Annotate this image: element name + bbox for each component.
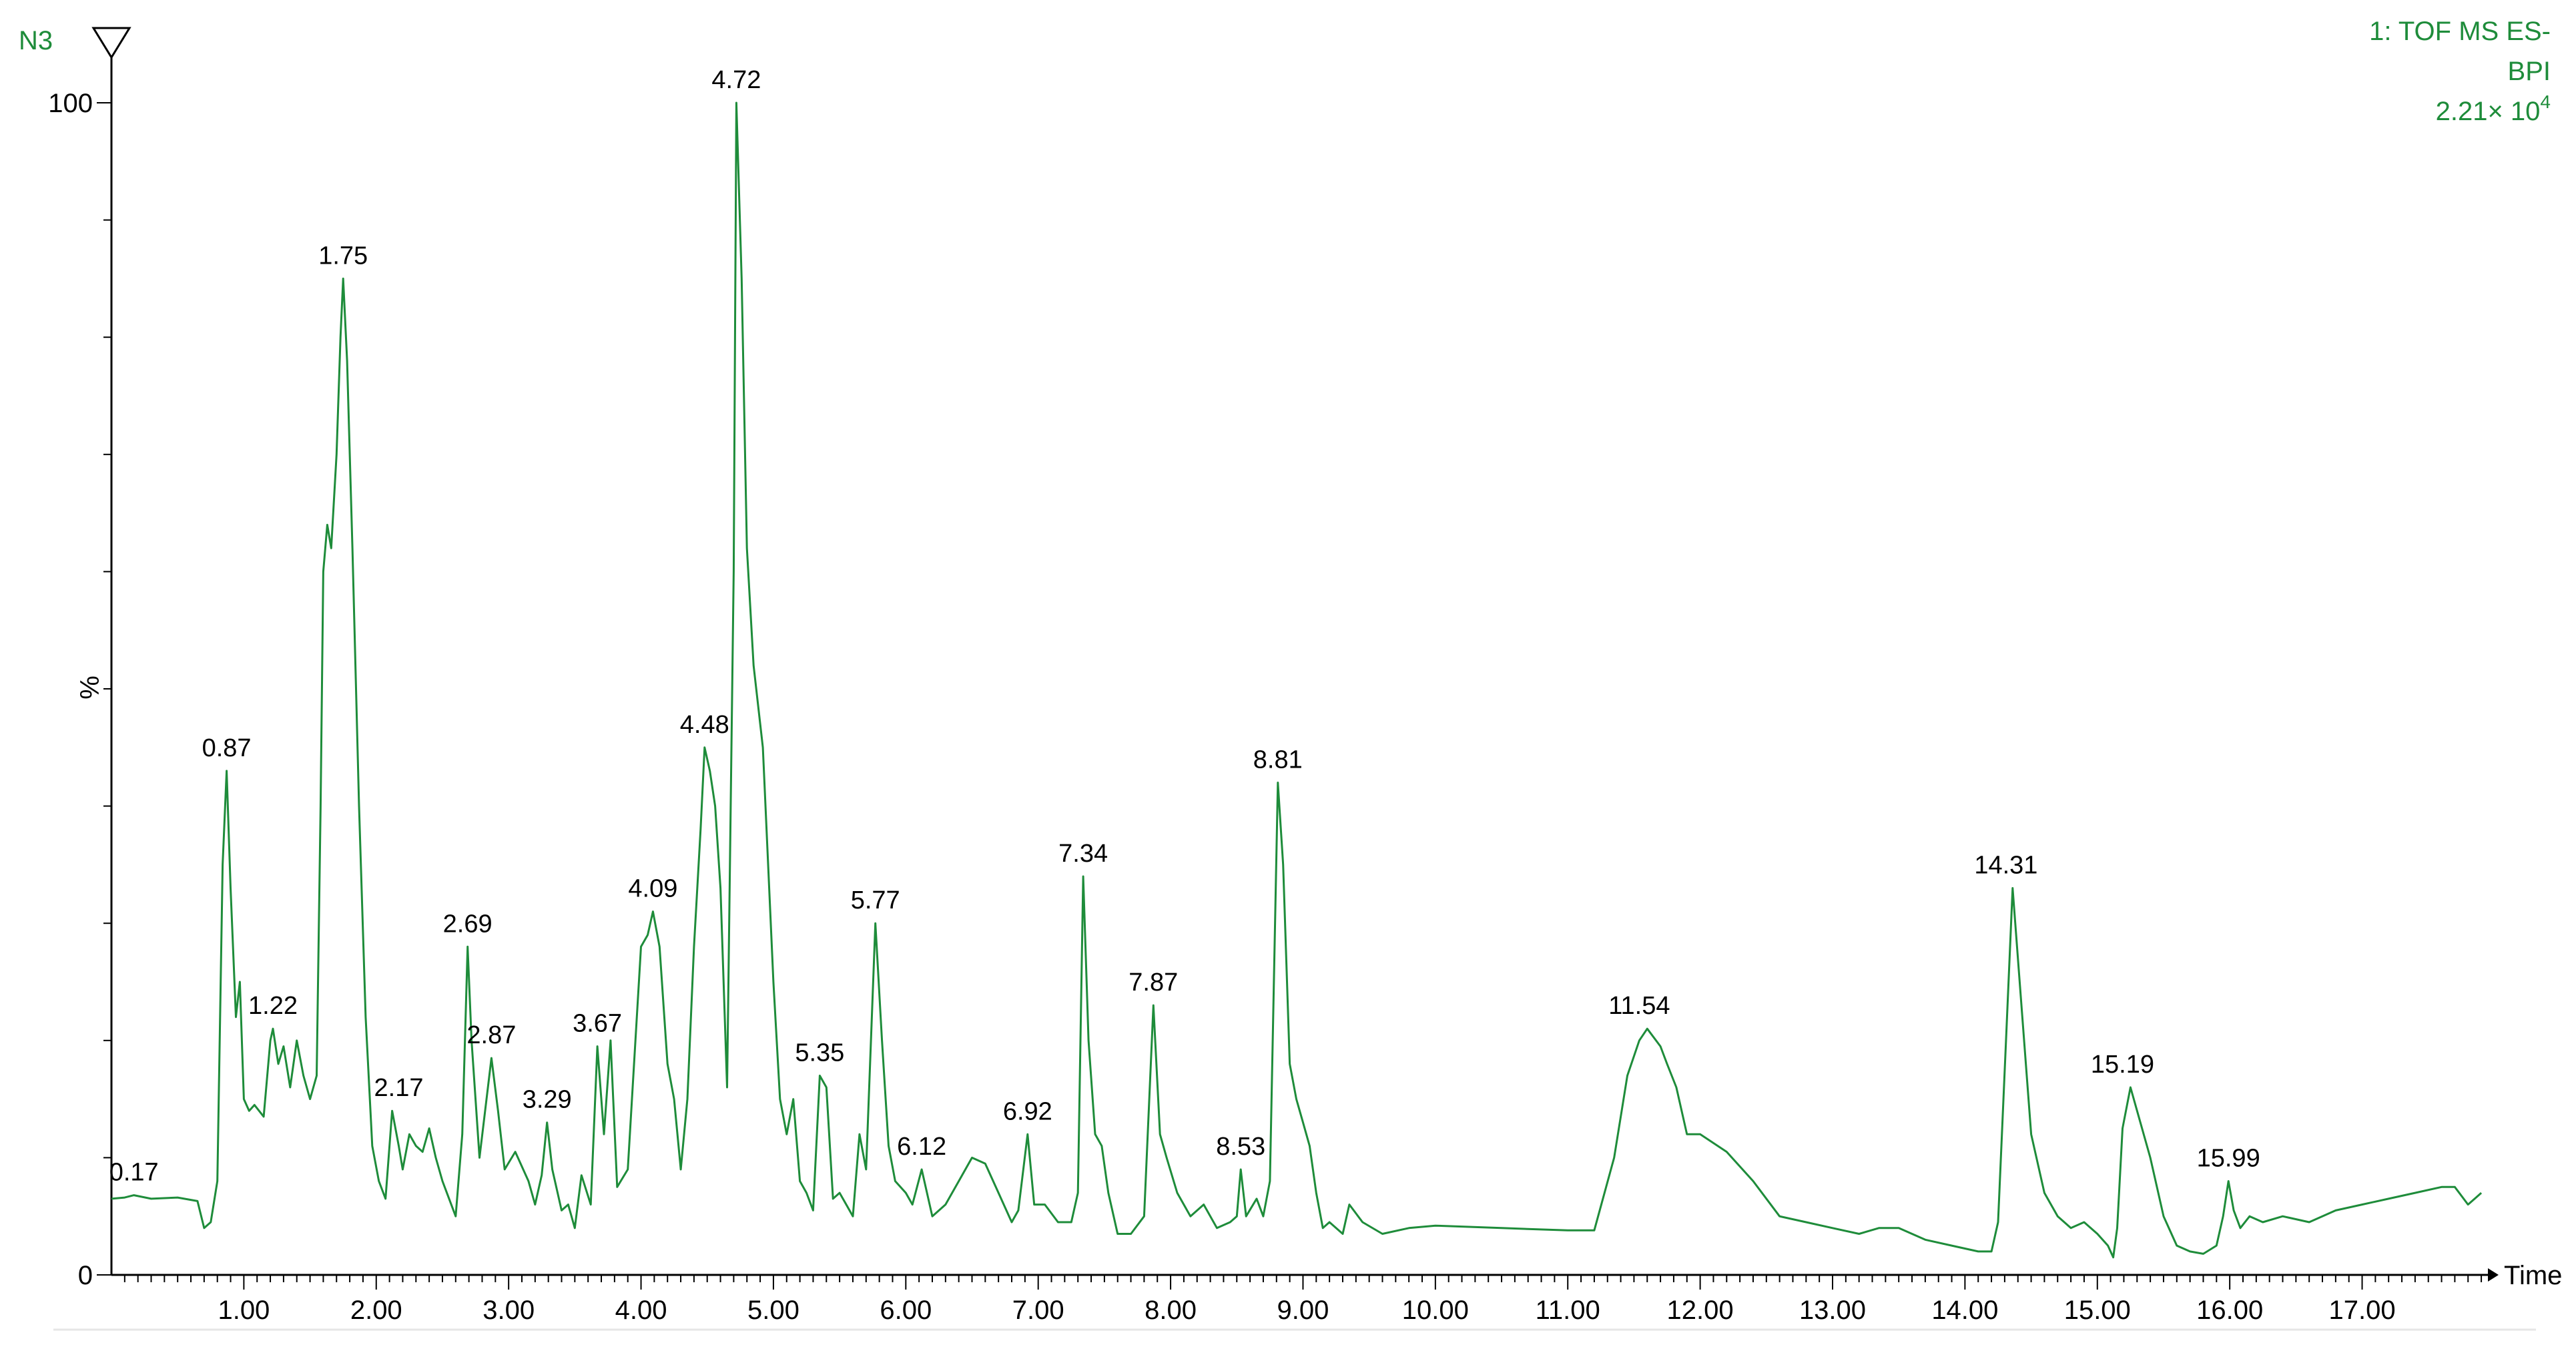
peak-label: 11.54	[1608, 992, 1670, 1020]
intensity-mantissa: 2.21× 10	[2436, 97, 2541, 126]
x-axis-label: Time	[2504, 1261, 2562, 1290]
peak-label: 1.75	[318, 242, 368, 270]
peak-label: 4.09	[628, 875, 677, 903]
peak-label: 3.29	[523, 1086, 572, 1114]
series-line-0	[111, 101, 2483, 1259]
peak-label: 2.69	[443, 910, 493, 938]
peak-label: 14.31	[1974, 852, 2037, 880]
sample-name: N3	[19, 26, 53, 55]
x-axis-arrow-icon	[2488, 1268, 2499, 1282]
x-tick-label: 9.00	[1277, 1296, 1329, 1325]
x-tick-label: 2.00	[350, 1296, 402, 1325]
x-tick-label: 16.00	[2196, 1296, 2263, 1325]
x-tick-label: 5.00	[747, 1296, 799, 1325]
y-tick-label: 0	[78, 1261, 93, 1290]
y-axis-label: %	[75, 675, 105, 700]
x-tick-label: 14.00	[1931, 1296, 1998, 1325]
x-tick-label: 8.00	[1145, 1296, 1197, 1325]
x-tick-label: 15.00	[2064, 1296, 2131, 1325]
peak-label: 7.87	[1129, 969, 1178, 997]
peak-label: 1.22	[248, 992, 298, 1020]
y-tick-label: 100	[48, 89, 93, 118]
peak-label: 8.53	[1216, 1133, 1265, 1161]
peak-label: 15.99	[2197, 1145, 2260, 1173]
peak-label: 6.92	[1003, 1097, 1052, 1125]
x-tick-label: 10.00	[1402, 1296, 1469, 1325]
x-tick-label: 4.00	[615, 1296, 667, 1325]
peak-label: 2.87	[466, 1021, 516, 1049]
x-tick-label: 7.00	[1012, 1296, 1064, 1325]
x-tick-label: 3.00	[482, 1296, 535, 1325]
peak-label: 15.19	[2091, 1051, 2154, 1079]
x-tick-label: 11.00	[1536, 1296, 1600, 1325]
x-tick-label: 17.00	[2328, 1296, 2395, 1325]
peak-label: 5.77	[851, 886, 900, 914]
peak-labels: 0.17 0.87 1.22 1.75 2.17 2.69 2.87 3.29 3.67 4.09…	[109, 66, 2260, 1187]
peak-label: 4.72	[711, 66, 761, 94]
x-tick-label: 12.00	[1667, 1296, 1734, 1325]
peak-label: 0.87	[202, 734, 252, 762]
peak-label: 5.35	[795, 1039, 844, 1067]
peak-label: 6.12	[897, 1133, 946, 1161]
function-line: 1: TOF MS ES-	[2369, 17, 2551, 46]
peak-label: 2.17	[374, 1074, 424, 1102]
peak-label: 0.17	[109, 1159, 159, 1187]
peak-label: 4.48	[680, 711, 729, 739]
down-triangle-icon	[91, 27, 131, 103]
peak-label: 7.34	[1058, 840, 1108, 868]
trace-group	[111, 101, 2483, 1259]
peak-label: 8.81	[1253, 746, 1303, 774]
x-tick-label: 6.00	[880, 1296, 932, 1325]
axis-ticks: 1.00 2.00 3.00 4.00 5.00 6.00 7.00 8.00 9.00 10.0…	[48, 89, 2483, 1325]
peak-label: 3.67	[573, 1010, 622, 1038]
x-tick-label: 13.00	[1799, 1296, 1866, 1325]
intensity-scale: 2.21× 104	[2436, 91, 2551, 126]
trace-type: BPI	[2508, 57, 2551, 86]
x-tick-label: 1.00	[218, 1296, 270, 1325]
intensity-exponent: 4	[2540, 91, 2551, 112]
